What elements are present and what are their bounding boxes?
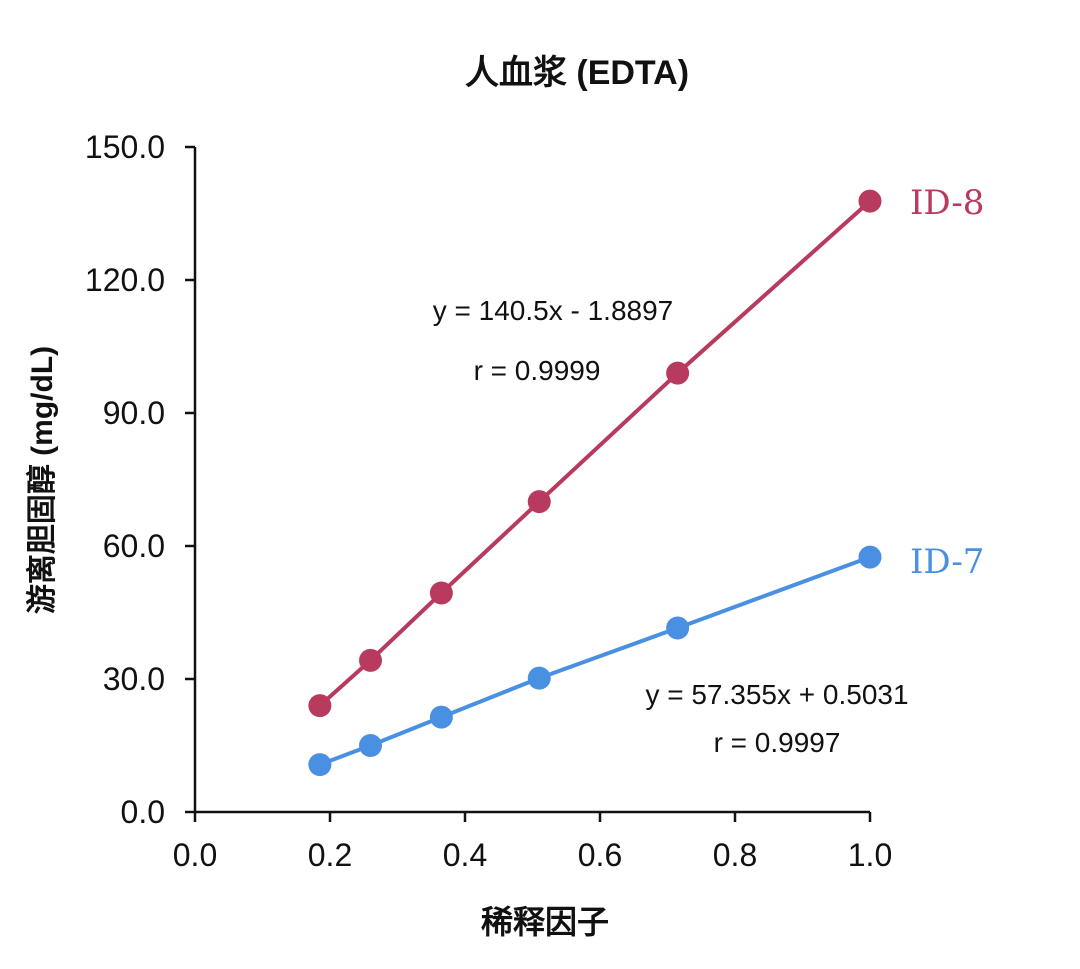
- x-axis-label: 稀释因子: [481, 904, 609, 940]
- x-tick-label: 0.0: [173, 837, 217, 873]
- equation-id-7: y = 57.355x + 0.5031: [645, 679, 908, 710]
- x-ticks: 0.0 0.2 0.4 0.6 0.8 1.0: [173, 812, 892, 873]
- series-layer: [308, 189, 882, 777]
- data-point-id-8: [666, 361, 690, 385]
- y-ticks: 0.0 30.0 60.0 90.0 120.0 150.0: [85, 129, 195, 830]
- chart-title: 人血浆 (EDTA): [465, 54, 689, 92]
- y-tick-label: 150.0: [85, 129, 165, 165]
- data-point-id-7: [429, 705, 453, 729]
- data-point-id-7: [527, 666, 551, 690]
- x-tick-label: 0.4: [443, 837, 487, 873]
- data-point-id-7: [359, 734, 382, 757]
- data-point-id-8: [308, 694, 332, 718]
- data-point-id-8: [429, 581, 453, 605]
- series-label-id-8: ID-8: [910, 183, 984, 223]
- r-value-id-8: r = 0.9999: [474, 355, 601, 386]
- data-point-id-8: [527, 490, 551, 514]
- r-value-id-7: r = 0.9997: [714, 727, 841, 758]
- y-tick-label: 0.0: [121, 794, 165, 830]
- x-tick-label: 0.8: [713, 837, 757, 873]
- x-tick-label: 0.2: [308, 837, 352, 873]
- data-point-id-7: [858, 545, 882, 569]
- series-line-id-8: [318, 199, 872, 708]
- data-point-id-7: [666, 616, 690, 640]
- x-tick-label: 1.0: [848, 837, 892, 873]
- data-point-id-7: [308, 753, 332, 777]
- y-axis-label: 游离胆固醇 (mg/dL): [26, 346, 59, 614]
- data-point-id-8: [359, 648, 382, 672]
- equation-id-8: y = 140.5x - 1.8897: [433, 295, 674, 326]
- y-tick-label: 60.0: [103, 528, 165, 564]
- axes: [193, 147, 870, 814]
- y-tick-label: 90.0: [103, 395, 165, 431]
- y-tick-label: 30.0: [103, 661, 165, 697]
- y-tick-label: 120.0: [85, 262, 165, 298]
- x-tick-label: 0.6: [578, 837, 622, 873]
- series-label-id-7: ID-7: [910, 542, 984, 582]
- data-point-id-8: [858, 189, 882, 213]
